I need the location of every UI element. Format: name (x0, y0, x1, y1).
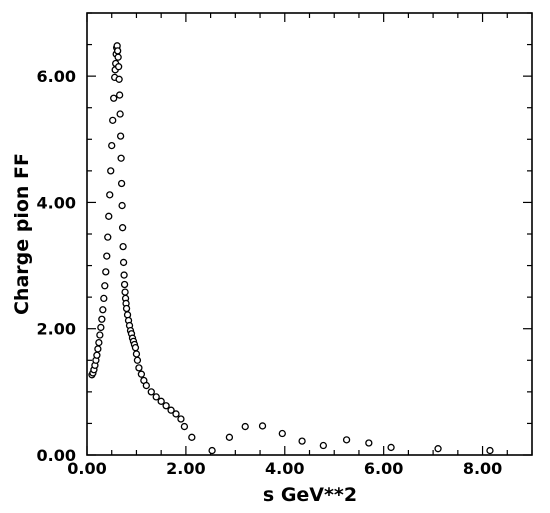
data-point (241, 422, 249, 431)
data-point (180, 422, 189, 431)
data-point (162, 402, 170, 410)
data-point (132, 350, 141, 358)
data-point (147, 388, 155, 396)
data-point (95, 338, 103, 347)
data-point (98, 315, 106, 323)
data-point (93, 351, 101, 359)
x-tick-label: 8.00 (463, 459, 502, 478)
data-point (106, 191, 114, 199)
data-point (99, 306, 107, 314)
data-point (116, 132, 125, 140)
data-point (114, 47, 122, 55)
data-point (110, 94, 118, 102)
axis-tick-labels: 0.00 2.00 4.00 6.00 8.00 0.00 2.00 4.00 6.00 (37, 67, 503, 478)
data-point (97, 323, 105, 332)
data-point (172, 410, 180, 418)
data-point (225, 433, 234, 441)
data-point (115, 75, 123, 83)
data-point (278, 429, 286, 438)
data-point (177, 415, 185, 423)
y-tick-label: 4.00 (37, 193, 76, 212)
data-point (118, 224, 127, 232)
data-point (105, 212, 113, 220)
data-point (119, 242, 127, 251)
data-point (434, 445, 442, 453)
y-axis-title: Charge pion FF (11, 153, 33, 315)
data-point (258, 422, 267, 430)
data-point (100, 294, 108, 303)
data-point (109, 116, 117, 124)
data-point (131, 344, 140, 352)
data-point (298, 437, 306, 445)
plot-frame (86, 12, 533, 456)
data-point (119, 258, 128, 267)
data-point (116, 110, 124, 118)
data-point (108, 141, 116, 150)
data-point (188, 433, 196, 441)
data-point (387, 443, 395, 452)
y-tick-label: 0.00 (37, 446, 76, 465)
data-point (107, 167, 115, 175)
y-tick-label: 6.00 (37, 67, 76, 86)
data-point (114, 63, 123, 71)
axis-ticks (86, 12, 533, 456)
data-point (135, 364, 143, 372)
data-point (152, 393, 160, 401)
x-tick-label: 0.00 (67, 459, 106, 478)
data-point (142, 381, 150, 390)
data-point (102, 268, 110, 276)
x-tick-label: 2.00 (166, 459, 205, 478)
x-axis-title: s GeV**2 (263, 484, 357, 506)
x-tick-label: 6.00 (364, 459, 403, 478)
data-point (122, 304, 131, 313)
data-point (114, 53, 122, 61)
data-point (118, 201, 126, 210)
data-point (137, 370, 146, 378)
data-point (120, 280, 129, 289)
x-tick-label: 4.00 (265, 459, 304, 478)
data-point (120, 271, 128, 279)
data-point (342, 436, 351, 444)
y-tick-label: 2.00 (37, 320, 76, 339)
data-point (208, 446, 216, 455)
data-point (103, 252, 111, 260)
data-point (486, 446, 494, 455)
data-point (94, 345, 102, 353)
data-point (167, 406, 175, 414)
data-point (115, 91, 124, 99)
data-point (133, 356, 142, 364)
data-point (157, 397, 165, 405)
data-point (96, 331, 104, 339)
data-point (319, 441, 327, 450)
data-point (101, 282, 109, 290)
data-point (121, 288, 129, 296)
data-point (365, 439, 373, 447)
data-point (123, 311, 132, 319)
data-point (117, 179, 126, 188)
data-points (88, 42, 494, 455)
data-point (104, 233, 112, 241)
data-point (117, 154, 125, 162)
